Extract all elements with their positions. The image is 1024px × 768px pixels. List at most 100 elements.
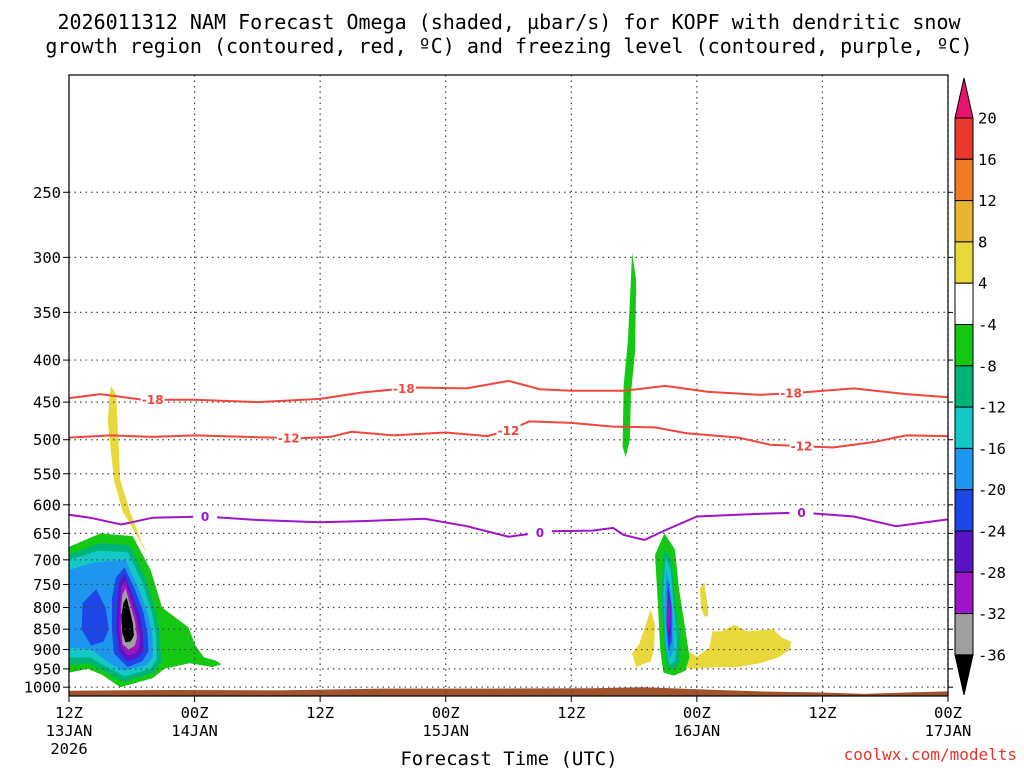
y-tick-label: 400 xyxy=(33,352,61,370)
omega-region xyxy=(121,597,134,643)
contour-label: -12 xyxy=(791,440,813,454)
ground-surface xyxy=(69,687,948,696)
colorbar-swatch xyxy=(954,530,974,573)
omega-region xyxy=(700,582,709,617)
y-tick-label: 550 xyxy=(33,465,61,483)
contour-label: -18 xyxy=(142,393,164,407)
colorbar-swatch xyxy=(954,447,974,491)
y-tick-label: 500 xyxy=(33,431,61,449)
y-tick-label: 250 xyxy=(33,184,61,202)
contour-label-bg xyxy=(779,386,804,401)
contour-label-bg xyxy=(527,525,552,540)
colorbar-swatch xyxy=(954,324,974,367)
colorbar-label: 20 xyxy=(978,110,997,128)
colorbar-swatch xyxy=(954,158,974,202)
contour-label: 0 xyxy=(536,526,544,540)
x-tick-label: 12Z xyxy=(306,704,334,722)
omega-region xyxy=(107,385,147,553)
colorbar-label: 4 xyxy=(978,275,987,293)
contour-label: 0 xyxy=(797,506,805,520)
contour-label-bg xyxy=(193,509,218,524)
omega-region xyxy=(632,609,655,667)
y-tick-label: 600 xyxy=(33,496,61,514)
omega-region xyxy=(667,596,671,634)
y-tick-label: 1000 xyxy=(24,679,61,697)
colorbar-label: -8 xyxy=(978,357,997,375)
contour-label: 0 xyxy=(201,510,209,524)
x-tick-date-label: 14JAN xyxy=(171,722,218,740)
colorbar-arrow-top xyxy=(954,77,974,119)
omega-region xyxy=(622,252,637,458)
x-tick-label: 12Z xyxy=(808,704,836,722)
colorbar-label: -4 xyxy=(978,316,997,334)
colorbar-swatch xyxy=(954,282,974,326)
colorbar-swatch xyxy=(954,406,974,449)
colorbar-label: -20 xyxy=(978,481,1006,499)
grid-layer xyxy=(68,75,949,696)
contour-line xyxy=(68,379,949,404)
y-tick-label: 700 xyxy=(33,551,61,569)
colorbar-label: -12 xyxy=(978,399,1006,417)
y-tick-label: 950 xyxy=(33,660,61,678)
colorbar-label: 8 xyxy=(978,233,987,251)
x-tick-label: 12Z xyxy=(55,704,83,722)
plot-frame xyxy=(68,74,949,697)
x-tick-date-label: 17JAN xyxy=(925,722,972,740)
x-tick-date-label: 15JAN xyxy=(422,722,469,740)
y-tick-label: 850 xyxy=(33,621,61,639)
y-tick-label: 750 xyxy=(33,576,61,594)
x-tick-date-label: 16JAN xyxy=(674,722,721,740)
x-tick-date-label: 13JAN xyxy=(46,722,93,740)
colorbar-swatch xyxy=(954,489,974,532)
colorbar-swatch xyxy=(954,241,974,284)
ground-layer xyxy=(69,687,948,696)
x-tick-label: 00Z xyxy=(432,704,460,722)
credit-text: coolwx.com/modelts xyxy=(844,745,1017,764)
colorbar-label: 16 xyxy=(978,151,997,169)
contour-label-bg xyxy=(140,392,165,407)
y-tick-label: 800 xyxy=(33,599,61,617)
contour-label: -18 xyxy=(393,382,415,396)
x-axis-title: Forecast Time (UTC) xyxy=(400,748,617,768)
colorbar-label: 12 xyxy=(978,192,997,210)
colorbar-label: -16 xyxy=(978,440,1006,458)
x-tick-label: 12Z xyxy=(557,704,585,722)
colorbar-label: -32 xyxy=(978,605,1006,623)
contour-label-bg xyxy=(276,431,301,446)
omega-region xyxy=(681,624,791,669)
omega-region xyxy=(81,589,109,646)
colorbar-label: -28 xyxy=(978,564,1006,582)
contour-label-bg xyxy=(496,423,521,438)
contour-label: -12 xyxy=(278,432,300,446)
colorbar-label: -36 xyxy=(978,646,1006,664)
contour-label-bg xyxy=(789,505,814,520)
x-tick-label: 00Z xyxy=(934,704,962,722)
contour-label: -12 xyxy=(498,424,520,438)
contour-label-layer: -18 -18 -18 -12 -12 -12 0 0 0 xyxy=(140,381,814,540)
x-tick-year-label: 2026 xyxy=(50,740,87,758)
chart-title-line-2: growth region (contoured, red, ºC) and f… xyxy=(45,34,972,58)
colorbar: 20 16 12 8 4 -4 -8 -12 -16 -20 -24 -28 -32 -36 xyxy=(954,77,1006,696)
x-tick-label: 00Z xyxy=(181,704,209,722)
colorbar-label: -24 xyxy=(978,523,1006,541)
colorbar-swatch xyxy=(954,200,974,243)
y-tick-label: 450 xyxy=(33,394,61,412)
x-tick-label: 00Z xyxy=(683,704,711,722)
colorbar-arrow-bottom xyxy=(954,654,974,696)
y-tick-label: 650 xyxy=(33,525,61,543)
y-tick-label: 300 xyxy=(33,249,61,267)
colorbar-swatch xyxy=(954,365,974,408)
contour-label-bg xyxy=(391,381,416,396)
chart-title-line-1: 2026011312 NAM Forecast Omega (shaded, µ… xyxy=(57,10,961,34)
contour-label: -18 xyxy=(780,387,802,401)
omega-shading-layer xyxy=(69,252,791,688)
colorbar-swatch xyxy=(954,613,974,656)
colorbar-swatch xyxy=(954,117,974,160)
y-tick-label: 350 xyxy=(33,304,61,322)
contour-label-bg xyxy=(789,439,814,454)
y-axis: 250 300 350 400 450 500 550 600 650 700 750 800 850 9… xyxy=(24,184,953,697)
y-tick-label: 900 xyxy=(33,641,61,659)
colorbar-swatch xyxy=(954,571,974,615)
